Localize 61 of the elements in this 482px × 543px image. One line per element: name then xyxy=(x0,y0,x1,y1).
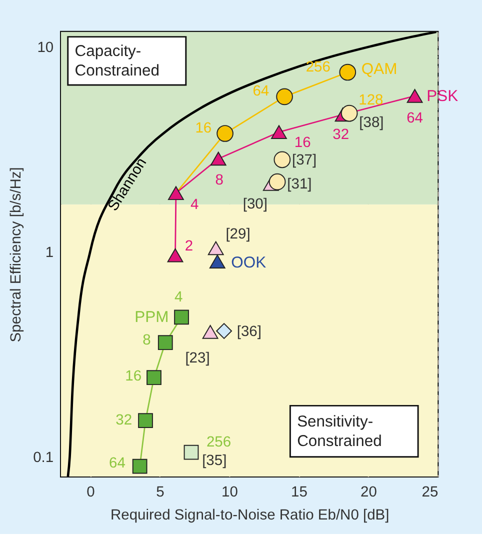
y-axis-title: Spectral Efficiency [b/s/Hz] xyxy=(8,167,24,342)
point xyxy=(167,248,184,262)
annotation: Sensitivity- Constrained xyxy=(297,413,382,450)
point xyxy=(208,241,224,256)
annotation: [35] xyxy=(202,453,227,470)
point xyxy=(340,104,358,122)
annotation: 4 xyxy=(174,289,183,306)
annotation: 128 xyxy=(358,92,384,108)
annotation: [36] xyxy=(236,324,262,340)
point xyxy=(158,335,173,350)
point xyxy=(174,310,189,325)
series-label: QAM xyxy=(361,61,398,78)
point xyxy=(210,152,226,166)
y-tick-label: 1 xyxy=(45,245,54,262)
point xyxy=(216,323,232,339)
point xyxy=(138,413,153,428)
annotation: 64 xyxy=(406,110,424,126)
annotation: 16 xyxy=(195,120,212,137)
point xyxy=(184,444,199,460)
x-tick-label: 10 xyxy=(221,484,238,501)
point xyxy=(202,324,218,339)
x-tick-label: 5 xyxy=(156,484,164,501)
series-label: OOK xyxy=(231,254,267,272)
annotation: 16 xyxy=(294,134,311,151)
point xyxy=(274,151,291,168)
annotation: 32 xyxy=(116,412,132,428)
point xyxy=(339,64,356,81)
annotation: [31] xyxy=(287,176,312,193)
x-tick-label: 20 xyxy=(360,484,377,501)
annotation: 8 xyxy=(215,172,224,188)
point xyxy=(146,370,162,386)
point xyxy=(209,254,226,268)
annotation: 256 xyxy=(306,59,330,76)
annotation: 16 xyxy=(125,368,142,385)
annotation: 8 xyxy=(142,332,151,349)
point xyxy=(406,88,423,103)
annotation: [30] xyxy=(242,196,268,212)
annotation: [23] xyxy=(185,350,210,366)
x-tick-label: 0 xyxy=(86,484,95,501)
annotation: 4 xyxy=(190,196,199,213)
y-tick-label: 10 xyxy=(37,40,54,56)
annotation: 64 xyxy=(108,455,126,472)
annotation: 32 xyxy=(332,127,350,144)
x-tick-label: 25 xyxy=(422,484,438,501)
point xyxy=(216,125,234,142)
point xyxy=(132,458,148,474)
annotation: 256 xyxy=(206,434,232,450)
point xyxy=(168,186,184,200)
y-tick-label: 0.1 xyxy=(33,450,54,466)
annotation: 64 xyxy=(252,84,270,100)
annotation: [29] xyxy=(226,226,250,242)
annotation: Capacity- Constrained xyxy=(74,43,160,80)
x-tick-label: 15 xyxy=(290,484,308,501)
annotation: [38] xyxy=(359,115,384,132)
point xyxy=(276,88,293,106)
x-axis-title: Required Signal-to-Noise Ratio Eb/N0 [dB] xyxy=(110,507,390,524)
series-label: PPM xyxy=(134,309,169,326)
annotation: [37] xyxy=(292,152,317,169)
annotation: 2 xyxy=(184,238,194,254)
point xyxy=(271,125,287,140)
point xyxy=(268,173,286,190)
